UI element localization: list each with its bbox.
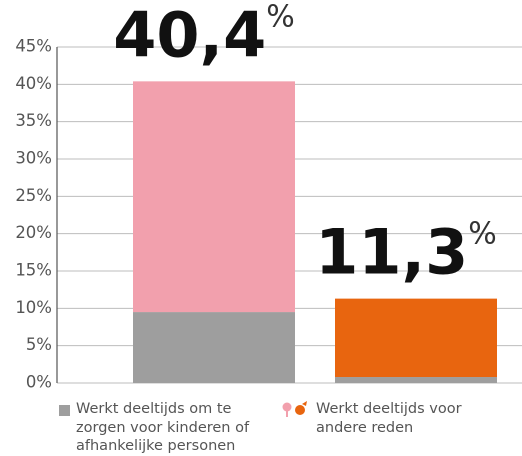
total-label: 11,3%: [315, 216, 497, 289]
bar-segment: [133, 81, 295, 313]
total-sign: %: [266, 0, 295, 34]
total-number: 40,4: [113, 0, 266, 71]
y-tick-label: 0%: [26, 373, 52, 392]
y-tick-label: 15%: [15, 261, 52, 280]
legend-label: Werkt deeltijds om te zorgen voor kinder…: [76, 401, 250, 454]
female-icon-stem: [286, 411, 288, 417]
y-tick-label: 45%: [15, 37, 52, 56]
bar-segment: [335, 298, 497, 378]
y-tick-label: 5%: [26, 335, 52, 354]
legend-icon: [282, 401, 307, 417]
total-number: 11,3: [315, 216, 468, 289]
y-tick-label: 10%: [15, 298, 52, 317]
total-label: 40,4%: [113, 0, 295, 71]
bar-segment: [133, 312, 295, 383]
legend-label: Werkt deeltijds voor andere reden: [316, 401, 462, 436]
male-icon: [295, 405, 305, 415]
female-icon: [282, 402, 292, 412]
bar-segment: [335, 377, 497, 383]
total-sign: %: [468, 216, 497, 251]
y-tick-label: 30%: [15, 149, 52, 168]
chart: 0%5%10%15%20%25%30%35%40%45% 40,4%11,3%: [15, 0, 522, 392]
y-tick-label: 25%: [15, 186, 52, 205]
male-icon-arrow: [302, 401, 307, 406]
legend-swatch: [59, 405, 70, 416]
y-tick-label: 40%: [15, 74, 52, 93]
y-tick-label: 20%: [15, 223, 52, 242]
y-tick-label: 35%: [15, 111, 52, 130]
